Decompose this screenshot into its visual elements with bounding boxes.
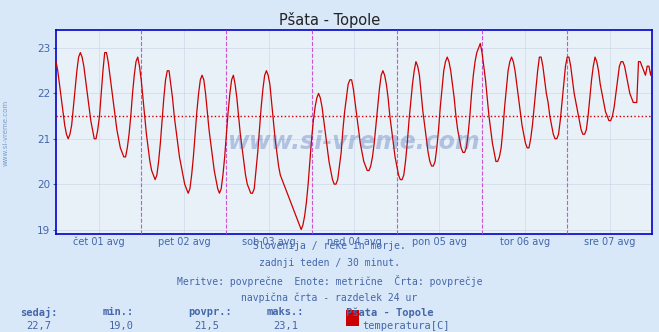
Text: www.si-vreme.com: www.si-vreme.com	[228, 130, 480, 154]
Text: 23,1: 23,1	[273, 321, 299, 331]
Text: Pšata - Topole: Pšata - Topole	[279, 12, 380, 28]
Text: zadnji teden / 30 minut.: zadnji teden / 30 minut.	[259, 258, 400, 268]
Text: Slovenija / reke in morje.: Slovenija / reke in morje.	[253, 241, 406, 251]
Text: 22,7: 22,7	[26, 321, 51, 331]
Text: min.:: min.:	[102, 307, 133, 317]
Text: 19,0: 19,0	[109, 321, 134, 331]
Text: Meritve: povprečne  Enote: metrične  Črta: povprečje: Meritve: povprečne Enote: metrične Črta:…	[177, 275, 482, 287]
Text: navpična črta - razdelek 24 ur: navpična črta - razdelek 24 ur	[241, 292, 418, 303]
Text: povpr.:: povpr.:	[188, 307, 231, 317]
Text: maks.:: maks.:	[267, 307, 304, 317]
Text: 21,5: 21,5	[194, 321, 219, 331]
Text: Pšata - Topole: Pšata - Topole	[346, 307, 434, 318]
Text: sedaj:: sedaj:	[20, 307, 57, 318]
Text: www.si-vreme.com: www.si-vreme.com	[2, 100, 9, 166]
Text: temperatura[C]: temperatura[C]	[362, 321, 450, 331]
